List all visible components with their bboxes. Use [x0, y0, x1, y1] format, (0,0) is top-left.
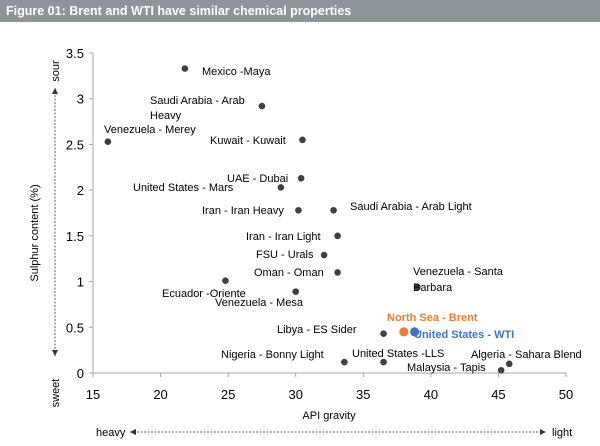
- y-axis-title: Sulphur content (%): [29, 184, 41, 281]
- scatter-chart: 15 20 25 30 35 40 45 50 0 0.5 1 1.5 2 2.5 3 3.5 API grav…: [29, 46, 582, 439]
- data-point-ecuador-oriente: [222, 277, 229, 284]
- point-label-iran-iran-light: Iran - Iran Light: [246, 231, 321, 243]
- point-label-line: Barbara: [413, 282, 453, 294]
- x-tick-label: 45: [491, 387, 505, 402]
- data-point-algeria-sahara-blend: [505, 360, 513, 368]
- point-label-venezuela-mesa: Venezuela - Mesa: [215, 297, 304, 309]
- point-label-saudi-arabia-arab-heavy: Saudi Arabia - Arab Heavy: [150, 95, 245, 122]
- y-scale-arrow-bottom: [52, 350, 58, 356]
- point-label-oman-oman: Oman - Oman: [254, 267, 324, 279]
- data-point-malaysia-tapis: [497, 366, 505, 374]
- y-tick-label: 0.5: [66, 320, 84, 335]
- point-label-venezuela-santa-barbara: Venezuela - Santa Barbara: [413, 266, 504, 294]
- y-scale-arrow-top: [52, 88, 58, 94]
- point-label-kuwait-kuwait: Kuwait - Kuwait: [210, 135, 286, 147]
- data-point-mexico-maya: [181, 65, 189, 72]
- data-point-saudi-arabia-arab-heavy: [258, 102, 266, 110]
- y-tick-label: 1.5: [66, 229, 84, 244]
- data-point-fsu-urals: [320, 251, 328, 259]
- point-label-libya-es-sider: Libya - ES Sider: [277, 324, 357, 336]
- data-point-united-states-wti: [410, 327, 420, 337]
- x-tick-label: 40: [424, 387, 438, 402]
- data-point-libya-es-sider: [380, 330, 387, 337]
- y-tick-label: 2.5: [66, 137, 84, 152]
- x-scale-note-heavy: heavy: [96, 427, 126, 439]
- x-axis-title: API gravity: [302, 410, 356, 422]
- data-point-venezuela-santa-barbara: [414, 283, 421, 291]
- y-scale-note-sour: sour: [50, 60, 62, 82]
- data-point-united-states-mars: [277, 184, 285, 191]
- x-scale-arrow-left: [130, 429, 136, 435]
- point-label-united-states-mars: United States - Mars: [133, 182, 234, 194]
- figure-title: Figure 01: Brent and WTI have similar ch…: [6, 4, 352, 18]
- data-point-saudi-arabia-arab-light: [330, 206, 337, 214]
- point-label-iran-iran-heavy: Iran - Iran Heavy: [202, 205, 284, 217]
- point-label-ecuador-oriente: Ecuador -Oriente: [162, 288, 246, 300]
- data-point-nigeria-bonny-light: [341, 358, 348, 366]
- point-label-line: Saudi Arabia - Arab: [150, 95, 245, 107]
- x-tick-label: 25: [221, 387, 235, 402]
- point-label-united-states-lls: United States -LLS: [352, 348, 444, 360]
- point-label-saudi-arabia-arab-light: Saudi Arabia - Arab Light: [350, 201, 472, 213]
- data-point-kuwait-kuwait: [299, 136, 306, 144]
- data-point-north-sea-brent: [399, 327, 409, 337]
- point-label-malaysia-tapis: Malaysia - Tapis: [407, 362, 486, 374]
- data-point-venezuela-merey: [104, 138, 112, 145]
- y-tick-label: 3: [77, 92, 84, 107]
- data-point-oman-oman: [334, 269, 341, 276]
- data-point-venezuela-mesa: [292, 288, 300, 295]
- point-label-mexico-maya: Mexico -Maya: [202, 66, 271, 78]
- point-label-fsu-urals: FSU - Urals: [256, 249, 314, 261]
- x-tick-label: 50: [559, 387, 573, 402]
- data-point-uae-dubai: [297, 174, 305, 182]
- point-label-line: Venezuela - Santa: [413, 266, 504, 278]
- point-label-venezuela-merey: Venezuela - Merey: [104, 124, 196, 136]
- y-tick-label: 0: [77, 366, 84, 381]
- point-label-nigeria-bonny-light: Nigeria - Bonny Light: [221, 349, 324, 361]
- point-label-line: Heavy: [150, 110, 182, 122]
- x-tick-label: 30: [288, 387, 302, 402]
- data-point-iran-iran-light: [334, 232, 341, 240]
- data-point-united-states-lls: [380, 358, 387, 366]
- y-tick-label: 3.5: [66, 46, 84, 61]
- x-tick-label: 20: [153, 387, 167, 402]
- point-label-algeria-sahara-blend: Algeria - Sahara Blend: [471, 349, 582, 361]
- x-tick-label: 35: [356, 387, 370, 402]
- figure-title-bar: Figure 01: Brent and WTI have similar ch…: [0, 0, 600, 22]
- x-scale-note-light: light: [552, 427, 572, 439]
- data-point-iran-iran-heavy: [295, 206, 302, 214]
- x-scale-arrow-right: [540, 429, 546, 435]
- y-tick-label: 2: [77, 183, 84, 198]
- y-tick-label: 1: [77, 275, 84, 290]
- point-label-uae-dubai: UAE - Dubai: [227, 173, 288, 185]
- y-scale-note-sweet: sweet: [50, 379, 62, 408]
- point-label-north-sea-brent: North Sea - Brent: [387, 312, 478, 324]
- point-label-united-states-wti: United States - WTI: [414, 329, 514, 341]
- x-tick-label: 15: [86, 387, 100, 402]
